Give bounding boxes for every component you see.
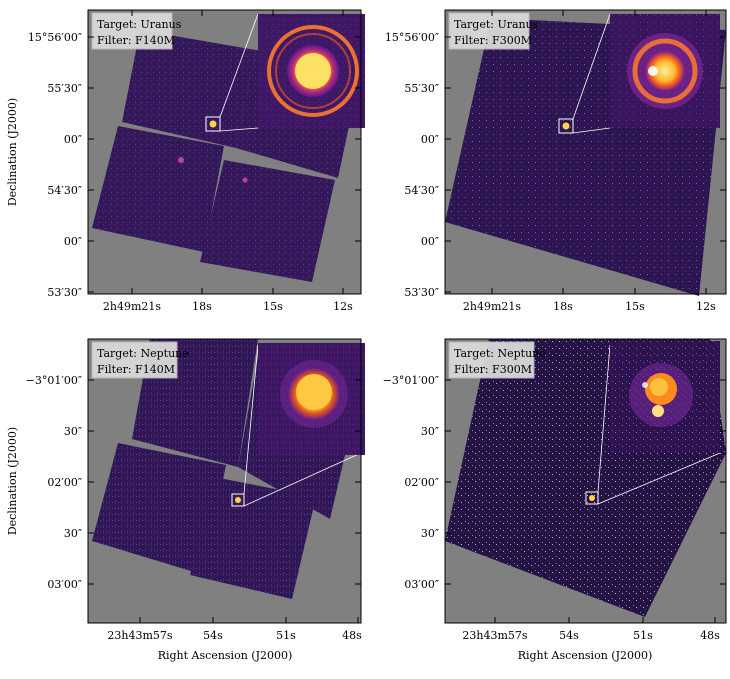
y-tick-label: 55′30″ — [47, 82, 82, 95]
axes-frame — [87, 338, 362, 624]
detector-tile — [122, 30, 256, 148]
y-axis-label: Declination (J2000) — [6, 98, 19, 206]
y-tick-label: 00″ — [64, 235, 82, 248]
y-tick-label: 30″ — [421, 527, 439, 540]
x-tick-label: 48s — [700, 629, 720, 642]
y-tick-label: 15°56′00″ — [385, 31, 439, 44]
x-axis-label: Right Ascension (J2000) — [158, 649, 293, 662]
x-tick-label: 54s — [559, 629, 579, 642]
x-axis-label: Right Ascension (J2000) — [518, 649, 653, 662]
filter-label: Filter: F300M — [454, 34, 532, 47]
x-tick-label: 12s — [333, 300, 353, 313]
x-tick-label: 54s — [203, 629, 223, 642]
y-tick-label: 02′00″ — [404, 476, 439, 489]
detector-tile — [92, 126, 224, 252]
source-dot — [242, 177, 248, 183]
detector-tile — [190, 477, 316, 599]
x-tick-label: 15s — [625, 300, 645, 313]
x-tick-label: 51s — [633, 629, 653, 642]
y-tick-label: 30″ — [64, 527, 82, 540]
target-box — [205, 116, 221, 132]
filter-label: Filter: F140M — [97, 34, 175, 47]
y-tick-label: 54′30″ — [47, 184, 82, 197]
y-tick-label: 03′00″ — [47, 578, 82, 591]
filter-label: Filter: F300M — [454, 363, 532, 376]
planet-marker — [209, 120, 217, 128]
axes-frame — [87, 9, 362, 295]
y-tick-label: 53′30″ — [47, 286, 82, 299]
target-box — [231, 493, 245, 507]
axes-frame — [444, 338, 727, 624]
target-label: Target: Neptune — [97, 347, 189, 360]
panel-uranus-f300m: Target: Uranus Filter: F300M 15°56′00″ 5… — [365, 0, 730, 337]
y-tick-label: 00″ — [421, 133, 439, 146]
x-tick-label: 18s — [192, 300, 212, 313]
panel-uranus-f300m-svg: Target: Uranus Filter: F300M 15°56′00″ 5… — [385, 9, 727, 313]
panel-uranus-f140m-svg: Target: Uranus Filter: F140M 15°56′00″ 5… — [6, 9, 368, 313]
x-tick-label: 2h49m21s — [463, 300, 522, 313]
y-tick-label: 00″ — [64, 133, 82, 146]
detector-tile — [200, 160, 335, 282]
panel-uranus-f140m: Target: Uranus Filter: F140M 15°56′00″ 5… — [0, 0, 368, 337]
y-tick-label: 30″ — [64, 425, 82, 438]
planet-marker — [589, 495, 595, 501]
planet-disk — [645, 51, 685, 91]
x-tick-label: 23h43m57s — [462, 629, 528, 642]
panel-neptune-f140m-svg: Target: Neptune Filter: F140M −3°01′00″ … — [6, 338, 368, 662]
source-dot — [178, 157, 184, 163]
panel-neptune-f140m: Target: Neptune Filter: F140M −3°01′00″ … — [0, 337, 368, 675]
x-tick-label: 51s — [276, 629, 296, 642]
x-tick-label: 48s — [342, 629, 362, 642]
target-label: Target: Uranus — [454, 18, 539, 31]
planet-marker — [235, 497, 241, 503]
detector-tile — [92, 443, 226, 575]
planet-marker — [562, 122, 570, 130]
panel-neptune-f300m-svg: Target: Neptune Filter: F300M −3°01′00″ … — [383, 338, 727, 662]
panel-neptune-f300m: Target: Neptune Filter: F300M −3°01′00″ … — [365, 337, 730, 675]
y-tick-label: −3°01′00″ — [26, 374, 82, 387]
y-axis-label: Declination (J2000) — [6, 427, 19, 535]
y-tick-label: 02′00″ — [47, 476, 82, 489]
x-tick-label: 12s — [696, 300, 716, 313]
x-tick-label: 23h43m57s — [107, 629, 173, 642]
y-tick-label: 54′30″ — [404, 184, 439, 197]
y-tick-label: 03′00″ — [404, 578, 439, 591]
y-tick-label: 53′30″ — [404, 286, 439, 299]
axes-frame — [444, 9, 727, 295]
x-tick-label: 18s — [553, 300, 573, 313]
y-tick-label: 00″ — [421, 235, 439, 248]
y-tick-label: 55′30″ — [404, 82, 439, 95]
filter-label: Filter: F140M — [97, 363, 175, 376]
target-label: Target: Neptune — [454, 347, 546, 360]
target-label: Target: Uranus — [97, 18, 182, 31]
y-tick-label: −3°01′00″ — [383, 374, 439, 387]
x-tick-label: 2h49m21s — [103, 300, 162, 313]
y-tick-label: 15°56′00″ — [28, 31, 82, 44]
x-tick-label: 15s — [263, 300, 283, 313]
target-box — [558, 118, 574, 134]
y-tick-label: 30″ — [421, 425, 439, 438]
target-box — [585, 491, 599, 505]
